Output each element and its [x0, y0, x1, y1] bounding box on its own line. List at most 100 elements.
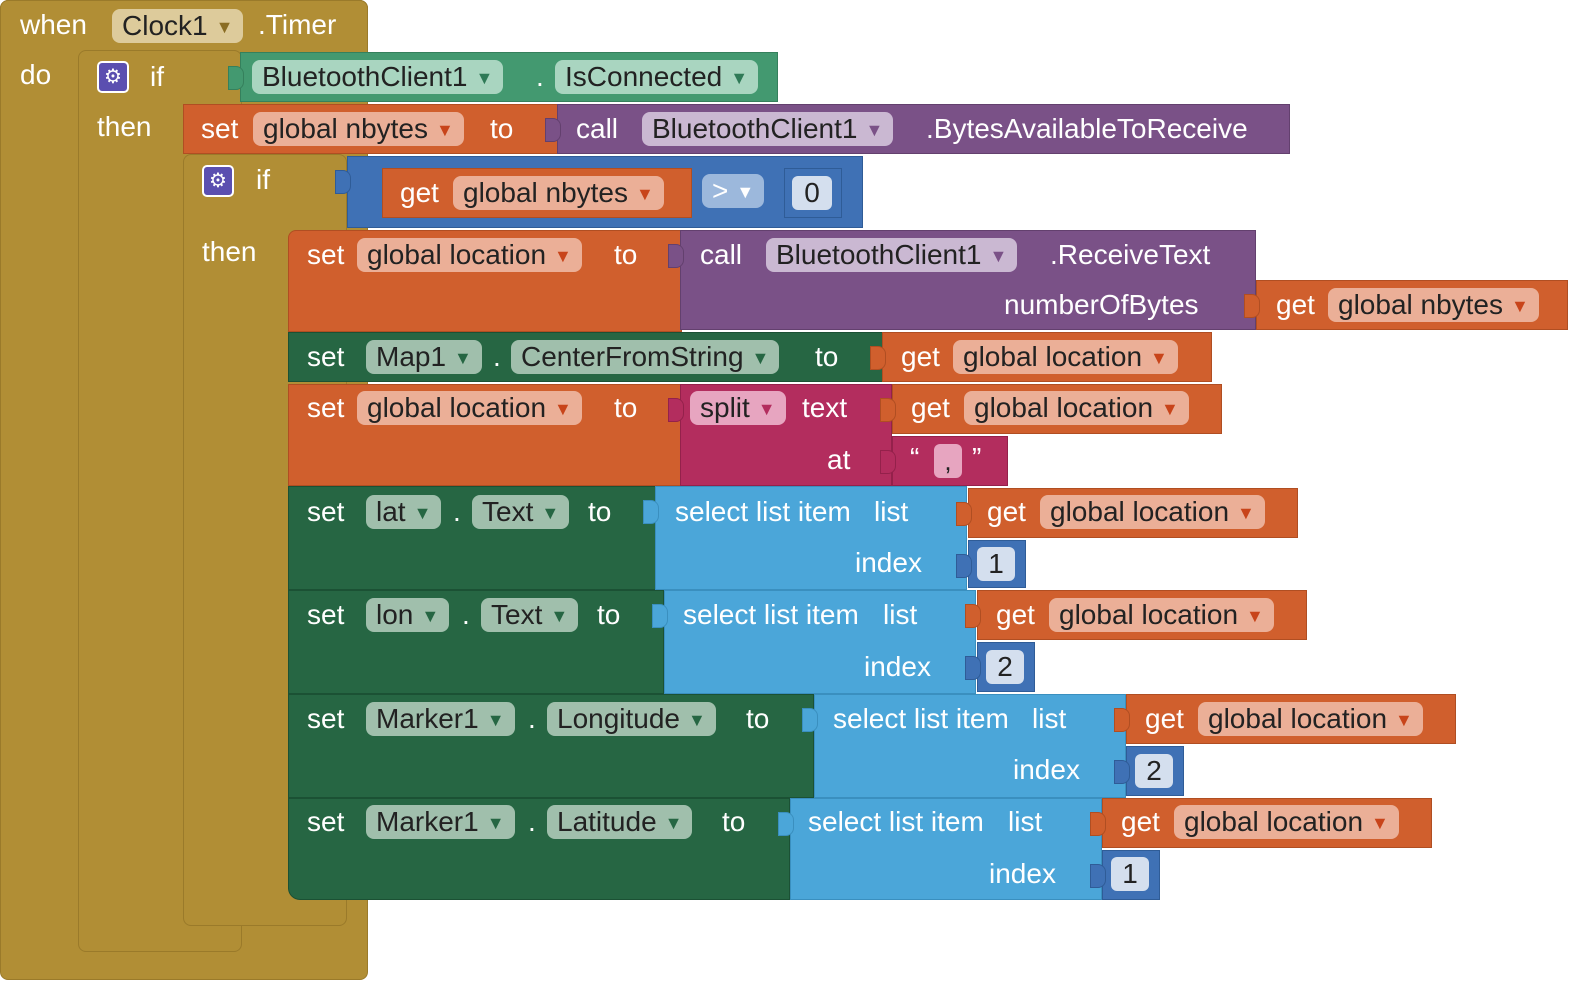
index-number[interactable]: 2: [1135, 754, 1173, 788]
number-zero[interactable]: 0: [792, 176, 832, 210]
dropdown-value: split: [700, 392, 750, 423]
get-label: get: [987, 496, 1026, 527]
to-label: to: [815, 341, 839, 372]
list-param-label: list: [1008, 806, 1043, 837]
connector-tab: [880, 450, 896, 474]
dropdown-value: global location: [1184, 806, 1364, 837]
connector-tab: [1090, 812, 1106, 836]
set-location-receive-block[interactable]: [288, 230, 682, 332]
connector-tab: [956, 502, 972, 526]
component-dropdown-bluetooth[interactable]: BluetoothClient1 ▼: [642, 112, 894, 146]
dot-label: .: [536, 61, 544, 92]
component-dropdown-bluetooth[interactable]: BluetoothClient1 ▼: [766, 238, 1018, 272]
to-label: to: [614, 239, 638, 270]
index-param-label: index: [864, 651, 931, 682]
dropdown-value: global location: [1050, 496, 1230, 527]
gear-icon[interactable]: ⚙: [97, 61, 129, 93]
split-function-dropdown[interactable]: split ▼: [690, 391, 786, 425]
connector-tab: [668, 244, 684, 268]
method-label: .BytesAvailableToReceive: [926, 113, 1248, 144]
variable-dropdown-location[interactable]: global location ▼: [357, 391, 582, 425]
chevron-down-icon: ▼: [1237, 503, 1255, 523]
component-dropdown-lat[interactable]: lat ▼: [366, 495, 442, 529]
method-label: .ReceiveText: [1050, 239, 1211, 270]
component-dropdown-bluetooth[interactable]: BluetoothClient1 ▼: [252, 60, 504, 94]
variable-dropdown-nbytes[interactable]: global nbytes ▼: [1328, 288, 1539, 322]
property-dropdown-text[interactable]: Text ▼: [481, 598, 579, 632]
set-label: set: [307, 341, 345, 372]
connector-tab: [965, 656, 981, 680]
chevron-down-icon: ▼: [1395, 710, 1413, 730]
dropdown-value: Latitude: [557, 806, 657, 837]
chevron-down-icon: ▼: [688, 710, 706, 730]
chevron-down-icon: ▼: [989, 246, 1008, 266]
index-number[interactable]: 1: [1111, 857, 1149, 891]
variable-dropdown-location[interactable]: global location ▼: [1174, 805, 1399, 839]
do-label: do: [20, 59, 52, 90]
at-param-label: at: [827, 444, 851, 475]
variable-dropdown-location[interactable]: global location ▼: [953, 340, 1178, 374]
dropdown-value: global nbytes: [1338, 289, 1504, 320]
index-number[interactable]: 2: [986, 650, 1024, 684]
get-label: get: [1145, 703, 1184, 734]
select-list-item-block[interactable]: [814, 694, 1126, 798]
chevron-down-icon: ▼: [757, 399, 776, 419]
set-label: set: [307, 703, 345, 734]
variable-dropdown-location[interactable]: global location ▼: [1049, 598, 1274, 632]
variable-dropdown-nbytes[interactable]: global nbytes ▼: [453, 176, 664, 210]
connector-tab: [228, 66, 244, 90]
to-label: to: [597, 599, 621, 630]
component-dropdown-map[interactable]: Map1 ▼: [366, 340, 482, 374]
component-dropdown-lon[interactable]: lon ▼: [366, 598, 450, 632]
to-label: to: [746, 703, 770, 734]
set-marker-latitude-block[interactable]: [288, 798, 790, 900]
if-label: if: [150, 61, 164, 92]
to-label: to: [722, 806, 746, 837]
connector-tab: [1244, 294, 1260, 318]
component-dropdown-clock[interactable]: Clock1 ▼: [112, 9, 244, 43]
gear-icon[interactable]: ⚙: [202, 165, 234, 197]
dropdown-value: global nbytes: [263, 113, 429, 144]
dropdown-value: Text: [482, 496, 534, 527]
dropdown-value: Text: [491, 599, 543, 630]
get-label: get: [1121, 806, 1160, 837]
property-dropdown-isconnected[interactable]: IsConnected ▼: [555, 60, 759, 94]
component-dropdown-marker[interactable]: Marker1 ▼: [366, 702, 515, 736]
set-lon-text-block[interactable]: [288, 590, 664, 694]
chevron-down-icon: ▼: [475, 68, 494, 88]
chevron-down-icon: ▼: [1161, 399, 1179, 419]
get-label: get: [1276, 289, 1315, 320]
set-label: set: [201, 113, 239, 144]
chevron-down-icon: ▼: [865, 120, 884, 140]
chevron-down-icon: ▼: [554, 246, 572, 266]
property-dropdown-longitude[interactable]: Longitude ▼: [547, 702, 716, 736]
index-param-label: index: [855, 547, 922, 578]
component-dropdown-marker[interactable]: Marker1 ▼: [366, 805, 515, 839]
dropdown-value: Marker1: [376, 703, 479, 734]
select-list-item-block[interactable]: [655, 486, 967, 590]
variable-dropdown-location[interactable]: global location ▼: [1198, 702, 1423, 736]
operator-dropdown[interactable]: > ▼: [702, 174, 765, 208]
variable-dropdown-location[interactable]: global location ▼: [964, 391, 1189, 425]
dropdown-value: lat: [376, 496, 406, 527]
property-dropdown-text[interactable]: Text ▼: [472, 495, 570, 529]
variable-dropdown-location[interactable]: global location ▼: [357, 238, 582, 272]
connector-tab: [802, 708, 818, 732]
open-quote: “: [910, 442, 920, 473]
get-label: get: [901, 341, 940, 372]
property-dropdown-centerfromstring[interactable]: CenterFromString ▼: [511, 340, 780, 374]
dropdown-value: IsConnected: [565, 61, 723, 92]
select-list-item-block[interactable]: [790, 798, 1102, 900]
variable-dropdown-location[interactable]: global location ▼: [1040, 495, 1265, 529]
to-label: to: [614, 392, 638, 423]
chevron-down-icon: ▼: [636, 184, 654, 204]
chevron-down-icon: ▼: [421, 606, 440, 626]
chevron-down-icon: ▼: [1150, 348, 1168, 368]
variable-dropdown-nbytes[interactable]: global nbytes ▼: [253, 112, 464, 146]
index-number[interactable]: 1: [977, 547, 1015, 581]
text-param-label: text: [802, 392, 848, 423]
select-list-item-block[interactable]: [664, 590, 976, 694]
separator-value[interactable]: ,: [934, 444, 962, 478]
select-list-item-label: select list item: [683, 599, 859, 630]
property-dropdown-latitude[interactable]: Latitude ▼: [547, 805, 693, 839]
